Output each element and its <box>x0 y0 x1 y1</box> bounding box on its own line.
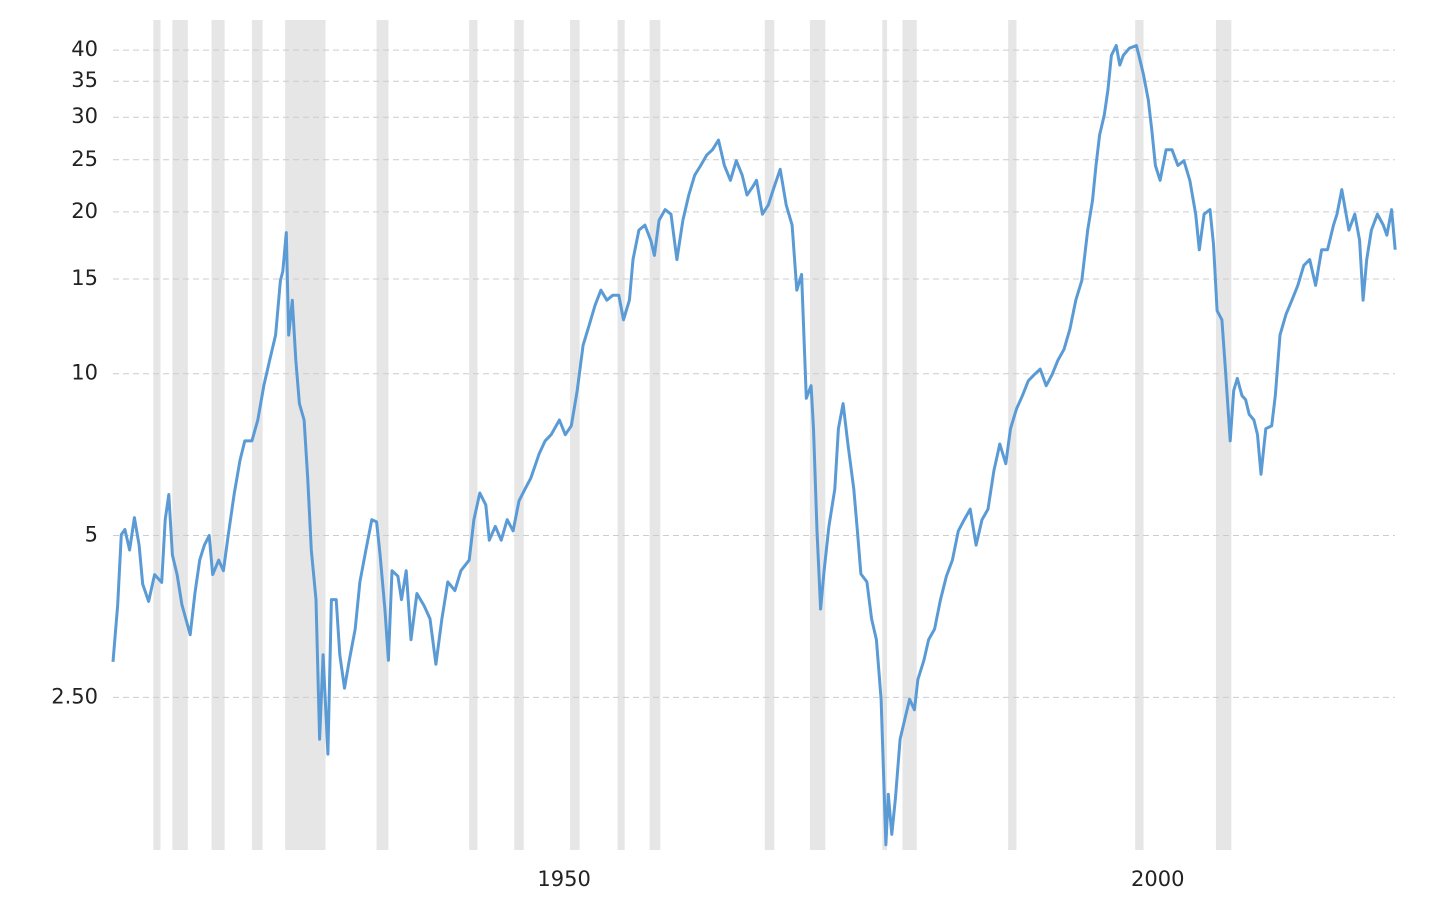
recession-band <box>809 20 826 850</box>
recession-band <box>570 20 580 850</box>
recession-band <box>251 20 263 850</box>
grid <box>113 49 1395 698</box>
recession-band <box>1135 20 1144 850</box>
recession-band <box>514 20 524 850</box>
recession-band <box>376 20 389 850</box>
x-tick-label: 2000 <box>1131 867 1184 891</box>
recession-band <box>617 20 625 850</box>
y-tick-label: 20 <box>71 199 98 223</box>
recession-band <box>649 20 661 850</box>
recession-shading <box>153 20 1232 850</box>
y-tick-label: 10 <box>71 361 98 385</box>
recession-band <box>469 20 478 850</box>
recession-band <box>172 20 188 850</box>
y-tick-label: 2.50 <box>51 684 98 708</box>
axis-labels: 2.50 5 10 15 20 25 30 35 40 1950 2000 <box>51 37 1184 891</box>
x-tick-label: 1950 <box>537 867 590 891</box>
data-line <box>111 44 1397 847</box>
y-tick-label: 5 <box>85 523 98 547</box>
y-tick-label: 40 <box>71 37 98 61</box>
y-tick-label: 30 <box>71 104 98 128</box>
recession-band <box>882 20 888 850</box>
recession-band <box>153 20 161 850</box>
plot-lines <box>111 44 1397 847</box>
recession-band <box>764 20 775 850</box>
recession-band <box>902 20 917 850</box>
recession-band <box>211 20 225 850</box>
y-tick-label: 35 <box>71 68 98 92</box>
recession-band <box>1215 20 1232 850</box>
y-tick-label: 15 <box>71 266 98 290</box>
recession-band <box>1008 20 1017 850</box>
y-tick-label: 25 <box>71 147 98 171</box>
